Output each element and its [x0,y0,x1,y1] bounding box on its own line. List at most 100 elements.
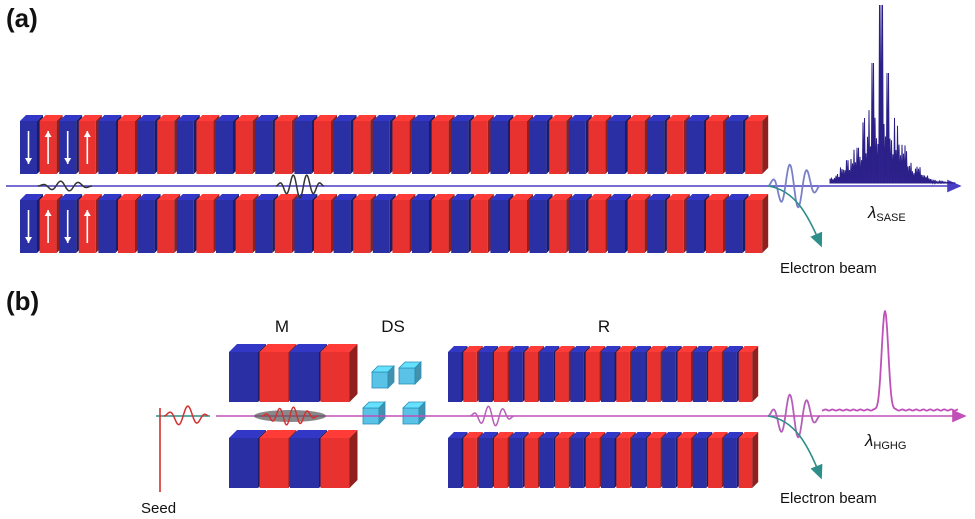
red-magnet [274,115,298,174]
red-magnet [196,194,220,253]
panel-a-label: (a) [6,3,38,33]
blue-magnet [294,194,318,253]
blue-magnet [725,194,749,253]
small-wave-2 [275,174,325,199]
red-magnet [235,115,259,174]
red-magnet [157,115,181,174]
seed-wave [164,405,209,426]
blue-magnet [412,115,435,174]
blue-magnet [59,194,83,253]
red-magnet [157,194,181,253]
field-arrow-down [64,131,72,164]
red-magnet [627,194,651,253]
blue-magnet [686,115,710,174]
blue-magnet [372,115,396,174]
electron-beam-b [767,415,823,480]
red-magnet [470,115,494,174]
red-magnet [745,115,769,174]
blue-magnet [529,115,553,174]
field-arrow-up [83,210,91,243]
electron-beam-label-b: Electron beam [780,490,877,507]
red-magnet [314,194,337,253]
blue-magnet [725,115,749,174]
red-magnet [118,115,141,174]
undulator-a-top [20,115,769,174]
red-magnet [320,430,358,488]
blue-magnet [490,115,514,174]
radiator-wave [469,405,515,427]
lambda-sase-label: λSASE [867,203,906,224]
red-magnet [39,115,63,174]
red-magnet [738,346,759,402]
red-magnet [196,115,220,174]
blue-magnet [20,194,43,253]
dispersive-section [362,361,426,425]
blue-magnet [98,115,122,174]
magnet-field-arrows [25,131,91,243]
blue-magnet [333,115,357,174]
field-arrow-up [44,131,52,164]
blue-magnet [294,115,318,174]
modulator-wave [262,406,318,426]
blue-magnet [137,115,161,174]
red-magnet [510,115,533,174]
blue-magnet [568,194,592,253]
electron-beam-label-a: Electron beam [780,260,877,277]
red-magnet [706,194,729,253]
blue-magnet [647,194,671,253]
red-magnet [392,194,416,253]
blue-magnet [608,194,631,253]
red-magnet [78,194,102,253]
blue-magnet [333,194,357,253]
radiator-bottom [448,432,759,488]
blue-magnet [490,194,514,253]
blue-magnet [686,194,710,253]
red-magnet [274,194,298,253]
blue-magnet [59,115,83,174]
red-magnet [314,115,337,174]
sase-spectrum [829,4,956,185]
blue-magnet [451,194,475,253]
chicane-magnet [362,401,386,425]
blue-magnet [176,115,200,174]
modulator-bottom [229,430,358,488]
red-magnet [549,115,573,174]
blue-magnet [98,194,122,253]
blue-magnet [255,194,279,253]
panel-b-label: (b) [6,286,39,316]
blue-magnet [372,194,396,253]
red-magnet [353,194,377,253]
blue-magnet [647,115,671,174]
small-wave-1 [38,180,92,192]
red-magnet [78,115,102,174]
red-magnet [588,115,612,174]
blue-magnet [451,115,475,174]
red-magnet [235,194,259,253]
blue-magnet [20,115,43,174]
red-magnet [706,115,729,174]
field-arrow-down [25,210,32,243]
field-arrow-down [25,131,32,164]
blue-magnet [176,194,200,253]
red-magnet [549,194,573,253]
red-magnet [118,194,141,253]
blue-magnet [568,115,592,174]
red-magnet [666,194,690,253]
blue-magnet [137,194,161,253]
blue-magnet [529,194,553,253]
red-magnet [738,432,759,488]
red-magnet [320,344,358,402]
radiator-label: R [598,317,610,336]
chicane-magnet [371,365,395,389]
red-magnet [510,194,533,253]
seed-label: Seed [141,500,176,517]
blue-magnet [412,194,435,253]
chicane-magnet [398,361,422,385]
hghg-spectrum [821,310,959,412]
modulator-label: M [275,317,289,336]
field-arrow-up [44,210,52,243]
blue-magnet [255,115,279,174]
chicane-magnet [402,401,426,425]
